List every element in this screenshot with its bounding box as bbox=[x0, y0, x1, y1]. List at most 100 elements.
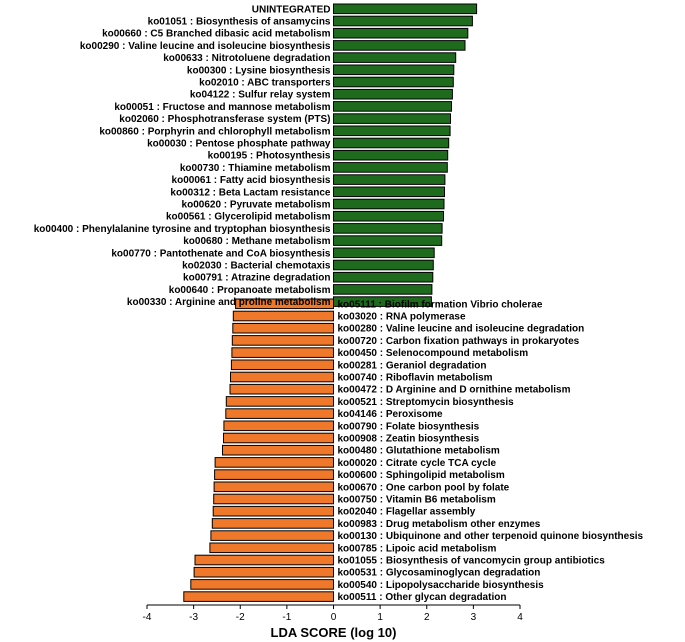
label-negative-20: ko00785 : Lipoic acid metabolism bbox=[338, 543, 497, 554]
label-negative-18: ko00983 : Drug metabolism other enzymes bbox=[338, 519, 541, 530]
label-positive-4: ko00633 : Nitrotoluene degradation bbox=[163, 53, 330, 64]
label-positive-17: ko00561 : Glycerolipid metabolism bbox=[166, 212, 331, 223]
bar-positive-19 bbox=[333, 235, 443, 246]
bar-positive-17 bbox=[333, 210, 444, 222]
label-positive-19: ko00680 : Methane metabolism bbox=[183, 236, 330, 247]
label-positive-7: ko04122 : Sulfur relay system bbox=[190, 90, 331, 101]
x-tick-label-1: -3 bbox=[189, 612, 198, 623]
bars-layer bbox=[183, 3, 478, 602]
label-positive-1: ko01051 : Biosynthesis of ansamycins bbox=[148, 17, 331, 28]
label-negative-7: ko00472 : D Arginine and D ornithine met… bbox=[338, 385, 571, 396]
bar-positive-16 bbox=[333, 198, 445, 210]
x-tick-label-0: -4 bbox=[143, 612, 152, 623]
bar-negative-6 bbox=[230, 371, 334, 383]
bar-positive-13 bbox=[333, 162, 448, 173]
bar-positive-22 bbox=[333, 271, 434, 283]
bar-negative-14 bbox=[214, 469, 335, 480]
label-positive-24: ko00330 : Arginine and proline metabolis… bbox=[127, 297, 331, 308]
label-negative-24: ko00511 : Other glycan degradation bbox=[338, 592, 507, 603]
bar-positive-15 bbox=[333, 186, 445, 198]
bar-negative-3 bbox=[231, 335, 334, 346]
label-negative-16: ko00750 : Vitamin B6 metabolism bbox=[338, 495, 496, 506]
label-negative-5: ko00281 : Geraniol degradation bbox=[338, 360, 487, 371]
bar-negative-12 bbox=[222, 444, 334, 456]
label-negative-1: ko03020 : RNA polymerase bbox=[338, 312, 466, 323]
bar-positive-14 bbox=[333, 174, 446, 185]
bar-negative-19 bbox=[210, 530, 334, 541]
label-positive-23: ko00640 : Propanoate metabolism bbox=[169, 285, 331, 296]
bar-positive-5 bbox=[333, 64, 455, 76]
x-axis: -4 -3 -2 -1 0 1 2 3 4 bbox=[143, 604, 523, 623]
bar-negative-8 bbox=[225, 396, 334, 407]
bar-negative-4 bbox=[231, 347, 334, 358]
label-negative-10: ko00790 : Folate biosynthesis bbox=[338, 421, 480, 432]
bar-negative-5 bbox=[230, 359, 334, 371]
bar-positive-21 bbox=[333, 259, 434, 271]
bar-negative-17 bbox=[212, 505, 334, 517]
label-positive-2: ko00660 : C5 Branched dibasic acid metab… bbox=[102, 29, 331, 40]
label-negative-22: ko00531 : Glycosaminoglycan degradation bbox=[338, 568, 541, 579]
label-negative-21: ko01055 : Biosynthesis of vancomycin gro… bbox=[338, 556, 606, 567]
bar-positive-10 bbox=[333, 125, 451, 137]
bar-negative-13 bbox=[214, 457, 335, 468]
bar-negative-7 bbox=[229, 383, 334, 395]
label-negative-3: ko00720 : Carbon fixation pathways in pr… bbox=[338, 336, 580, 347]
bar-positive-18 bbox=[333, 223, 443, 234]
label-negative-15: ko00670 : One carbon pool by folate bbox=[338, 482, 510, 493]
label-positive-8: ko00051 : Fructose and mannose metabolis… bbox=[114, 102, 330, 113]
x-axis-title: LDA SCORE (log 10) bbox=[271, 625, 397, 640]
label-positive-3: ko00290 : Valine leucine and isoleucine … bbox=[80, 41, 331, 52]
label-positive-12: ko00195 : Photosynthesis bbox=[208, 151, 331, 162]
label-positive-14: ko00061 : Fatty acid biosynthesis bbox=[172, 175, 331, 186]
label-positive-9: ko02060 : Phosphotransferase system (PTS… bbox=[119, 114, 330, 125]
bar-positive-2 bbox=[333, 27, 469, 39]
bar-negative-18 bbox=[211, 518, 334, 529]
label-negative-13: ko00020 : Citrate cycle TCA cycle bbox=[338, 458, 497, 469]
label-negative-6: ko00740 : Riboflavin metabolism bbox=[338, 373, 493, 384]
label-negative-9: ko04146 : Peroxisome bbox=[338, 409, 443, 420]
label-positive-15: ko00312 : Beta Lactam resistance bbox=[170, 187, 331, 198]
x-tick-label-2: -2 bbox=[236, 612, 245, 623]
bar-negative-1 bbox=[232, 310, 334, 322]
label-negative-14: ko00600 : Sphingolipid metabolism bbox=[338, 470, 505, 481]
bar-positive-3 bbox=[333, 40, 466, 51]
label-negative-17: ko02040 : Flagellar assembly bbox=[338, 507, 476, 518]
bar-positive-9 bbox=[333, 113, 451, 124]
label-positive-5: ko00300 : Lysine biosynthesis bbox=[187, 65, 331, 76]
bar-positive-7 bbox=[333, 88, 453, 100]
x-tick-label-6: 2 bbox=[424, 612, 430, 623]
bar-negative-11 bbox=[223, 432, 334, 444]
label-positive-10: ko00860 : Porphyrin and chlorophyll meta… bbox=[99, 126, 330, 137]
bar-negative-23 bbox=[190, 579, 334, 590]
bar-negative-20 bbox=[209, 542, 334, 554]
x-tick-label-8: 4 bbox=[517, 612, 523, 623]
bar-negative-2 bbox=[232, 322, 334, 334]
label-negative-8: ko00521 : Streptomycin biosynthesis bbox=[338, 397, 515, 408]
label-positive-16: ko00620 : Pyruvate metabolism bbox=[182, 200, 331, 211]
bar-positive-23 bbox=[333, 284, 433, 295]
bar-negative-24 bbox=[183, 591, 334, 602]
bar-negative-21 bbox=[194, 554, 334, 566]
label-negative-19: ko00130 : Ubiquinone and other terpenoid… bbox=[338, 531, 644, 542]
label-negative-4: ko00450 : Selenocompound metabolism bbox=[338, 348, 529, 359]
bar-positive-6 bbox=[333, 76, 454, 88]
label-negative-11: ko00908 : Zeatin biosynthesis bbox=[338, 434, 480, 445]
label-positive-11: ko00030 : Pentose phosphate pathway bbox=[147, 139, 331, 150]
bar-negative-0 bbox=[235, 298, 335, 310]
x-tick-label-7: 3 bbox=[471, 612, 477, 623]
label-positive-20: ko00770 : Pantothenate and CoA biosynthe… bbox=[111, 248, 331, 259]
bar-positive-1 bbox=[333, 15, 473, 27]
bar-negative-22 bbox=[193, 566, 334, 578]
label-positive-0: UNINTEGRATED bbox=[252, 4, 331, 15]
label-negative-12: ko00480 : Glutathione metabolism bbox=[338, 446, 500, 457]
x-tick-label-3: -1 bbox=[282, 612, 291, 623]
label-negative-2: ko00280 : Valine leucine and isoleucine … bbox=[338, 324, 585, 335]
label-positive-22: ko00791 : Atrazine degradation bbox=[183, 273, 330, 284]
bar-positive-0 bbox=[333, 3, 478, 15]
x-tick-label-5: 1 bbox=[377, 612, 383, 623]
label-negative-23: ko00540 : Lipopolysaccharide biosynthesi… bbox=[338, 580, 545, 591]
bar-positive-4 bbox=[333, 52, 457, 63]
bar-positive-20 bbox=[333, 247, 435, 259]
bar-negative-10 bbox=[223, 420, 334, 432]
label-negative-0: ko05111 : Biofilm formation Vibrio chole… bbox=[338, 299, 543, 310]
